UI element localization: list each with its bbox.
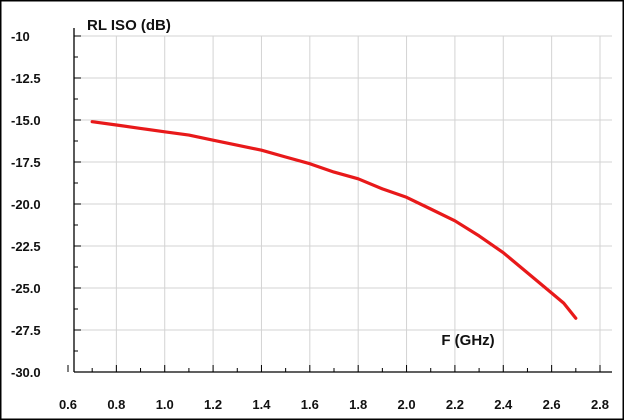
y-tick-label: -22.5 (11, 239, 41, 254)
x-tick-label: 2.2 (446, 397, 464, 412)
y-tick-label: -27.5 (11, 323, 41, 338)
y-tick-label: -10 (11, 29, 30, 44)
y-tick-label: -20.0 (11, 197, 41, 212)
x-tick-label: 2.0 (398, 397, 416, 412)
x-tick-label: 1.2 (204, 397, 222, 412)
x-tick-label: 0.6 (59, 397, 77, 412)
x-tick-label: 0.8 (107, 397, 125, 412)
x-tick-label: 2.4 (494, 397, 513, 412)
x-tick-label: 1.8 (349, 397, 367, 412)
x-tick-label: 1.4 (252, 397, 271, 412)
y-tick-label: -17.5 (11, 155, 41, 170)
x-tick-label: 1.6 (301, 397, 319, 412)
y-tick-label: -25.0 (11, 281, 41, 296)
grid-lines (74, 35, 612, 373)
x-tick-label: 1.0 (156, 397, 174, 412)
y-tick-label: -30.0 (11, 365, 41, 380)
x-tick-labels: 0.6 0.8 1.0 1.2 1.4 1.6 1.8 2.0 2.2 2.4 2.6 2.8 (59, 397, 609, 412)
y-tick-label: -15.0 (11, 113, 41, 128)
y-axis-label: RL ISO (dB) (87, 17, 171, 34)
x-tick-label: 2.6 (543, 397, 561, 412)
series-line (90, 120, 578, 320)
y-tick-labels: -10 -12.5 -15.0 -17.5 -20.0 -22.5 -25.0 -27.5 -3… (11, 29, 41, 380)
x-tick-label: 2.8 (591, 397, 609, 412)
x-axis-label: F (GHz) (441, 332, 494, 349)
y-tick-label: -12.5 (11, 71, 41, 86)
